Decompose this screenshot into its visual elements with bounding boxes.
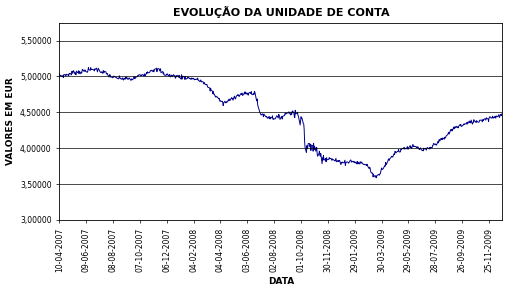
Title: EVOLUÇÃO DA UNIDADE DE CONTA: EVOLUÇÃO DA UNIDADE DE CONTA [173,6,389,18]
X-axis label: DATA: DATA [268,277,294,286]
Y-axis label: VALORES EM EUR: VALORES EM EUR [6,77,15,165]
